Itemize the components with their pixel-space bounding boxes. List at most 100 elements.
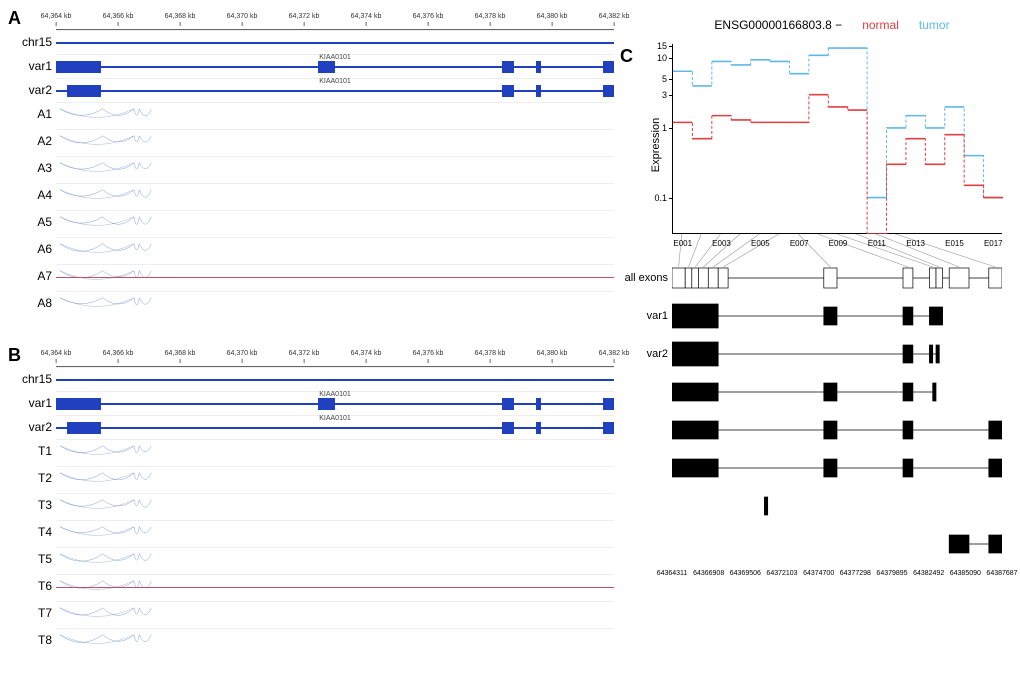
sashimi-svg bbox=[56, 440, 152, 466]
chr-label-b: chr15 bbox=[8, 372, 52, 386]
ruler-tick: 64,380 kb bbox=[537, 350, 568, 357]
y-tick: 15 bbox=[645, 41, 667, 51]
legend-normal: normal bbox=[862, 18, 899, 32]
sample-label: T8 bbox=[8, 633, 52, 647]
sep-line bbox=[56, 277, 614, 278]
sample-label: T3 bbox=[8, 498, 52, 512]
transcript-svg bbox=[672, 340, 1002, 376]
panel-b: B 64,364 kb64,366 kb64,368 kb64,370 kb64… bbox=[8, 345, 614, 676]
gene-model: KIAA0101 bbox=[56, 422, 614, 434]
panel-b-samples: T1T2T3T4T5T6T7T8 bbox=[56, 439, 614, 655]
x-tick: E011 bbox=[868, 239, 886, 248]
ruler-tick: 64,366 kb bbox=[103, 13, 134, 20]
sample-label: A7 bbox=[8, 269, 52, 283]
sample-track: A5 bbox=[56, 210, 614, 237]
exon-box bbox=[318, 61, 335, 73]
ruler-tick: 64,370 kb bbox=[227, 350, 258, 357]
transcript-row bbox=[672, 530, 1002, 568]
panel-a-variants: var1KIAA0101var2KIAA0101 bbox=[56, 54, 614, 102]
sashimi-svg bbox=[56, 265, 152, 291]
sample-track: T4 bbox=[56, 520, 614, 547]
sample-track: T6 bbox=[56, 574, 614, 601]
sample-label: A2 bbox=[8, 134, 52, 148]
expression-svg bbox=[673, 44, 1003, 234]
transcript-svg bbox=[672, 378, 1002, 414]
exon-box bbox=[56, 61, 101, 73]
transcript-row: var2 bbox=[672, 340, 1002, 378]
sashimi-svg bbox=[56, 494, 152, 520]
y-tick: 5 bbox=[645, 74, 667, 84]
coord-tick: 64369506 bbox=[730, 570, 761, 577]
transcript-label: all exons bbox=[624, 272, 668, 284]
variant-track: var2KIAA0101 bbox=[56, 78, 614, 102]
panel-b-ruler: 64,364 kb64,366 kb64,368 kb64,370 kb64,3… bbox=[56, 347, 614, 367]
coord-ticks: 6436431164366908643695066437210364374700… bbox=[672, 568, 1002, 582]
chr-line bbox=[56, 42, 614, 44]
ruler-tick: 64,376 kb bbox=[413, 350, 444, 357]
variant-label: var1 bbox=[8, 59, 52, 73]
exon-box bbox=[603, 422, 614, 434]
exon-box bbox=[536, 61, 542, 73]
y-tick: 3 bbox=[645, 90, 667, 100]
ruler-tick: 64,378 kb bbox=[475, 13, 506, 20]
variant-track: var2KIAA0101 bbox=[56, 415, 614, 439]
ruler-tick: 64,366 kb bbox=[103, 350, 134, 357]
sample-label: T1 bbox=[8, 444, 52, 458]
sample-track: T1 bbox=[56, 439, 614, 466]
sashimi-svg bbox=[56, 211, 152, 237]
sample-label: T5 bbox=[8, 552, 52, 566]
panel-b-browser: 64,364 kb64,366 kb64,368 kb64,370 kb64,3… bbox=[56, 347, 614, 655]
transcript-svg bbox=[672, 302, 1002, 338]
sample-label: T4 bbox=[8, 525, 52, 539]
left-column: A 64,364 kb64,366 kb64,368 kb64,370 kb64… bbox=[8, 8, 614, 675]
x-tick: E013 bbox=[906, 239, 925, 248]
exon-box bbox=[502, 85, 513, 97]
sample-track: T8 bbox=[56, 628, 614, 655]
sashimi-svg bbox=[56, 292, 152, 318]
panel-a-label: A bbox=[8, 8, 21, 29]
expression-chart: Expression 0.11351015E001E003E005E007E00… bbox=[672, 44, 1002, 234]
gene-model: KIAA0101 bbox=[56, 61, 614, 73]
sample-label: A5 bbox=[8, 215, 52, 229]
variant-track: var1KIAA0101 bbox=[56, 54, 614, 78]
ruler-tick: 64,378 kb bbox=[475, 350, 506, 357]
panel-c-label: C bbox=[620, 46, 633, 67]
panel-b-variants: var1KIAA0101var2KIAA0101 bbox=[56, 391, 614, 439]
transcript-area: all exonsvar1var2 bbox=[672, 264, 1002, 568]
coord-tick: 64379895 bbox=[876, 570, 907, 577]
variant-label: var1 bbox=[8, 396, 52, 410]
y-tick: 1 bbox=[645, 123, 667, 133]
exon-box bbox=[502, 422, 513, 434]
variant-label: var2 bbox=[8, 83, 52, 97]
transcript-row: all exons bbox=[672, 264, 1002, 302]
sep-line bbox=[56, 587, 614, 588]
panel-a-browser: 64,364 kb64,366 kb64,368 kb64,370 kb64,3… bbox=[56, 10, 614, 318]
x-tick: E015 bbox=[945, 239, 964, 248]
exon-box bbox=[56, 398, 101, 410]
sample-track: T7 bbox=[56, 601, 614, 628]
panel-b-label: B bbox=[8, 345, 21, 366]
ruler-tick: 64,380 kb bbox=[537, 13, 568, 20]
ruler-tick: 64,370 kb bbox=[227, 13, 258, 20]
sample-label: A1 bbox=[8, 107, 52, 121]
transcript-svg bbox=[672, 530, 1002, 566]
transcript-row bbox=[672, 378, 1002, 416]
sample-track: A8 bbox=[56, 291, 614, 318]
transcript-label: var1 bbox=[624, 310, 668, 322]
ruler-tick: 64,374 kb bbox=[351, 350, 382, 357]
sashimi-svg bbox=[56, 629, 152, 655]
ruler-tick: 64,376 kb bbox=[413, 13, 444, 20]
ruler-tick: 64,372 kb bbox=[289, 13, 320, 20]
x-tick: E003 bbox=[712, 239, 731, 248]
transcript-svg bbox=[672, 416, 1002, 452]
x-tick: E005 bbox=[751, 239, 770, 248]
transcript-svg bbox=[672, 454, 1002, 490]
sample-label: A8 bbox=[8, 296, 52, 310]
transcript-row bbox=[672, 454, 1002, 492]
sample-track: T2 bbox=[56, 466, 614, 493]
ruler-tick: 64,368 kb bbox=[165, 350, 196, 357]
sample-track: A6 bbox=[56, 237, 614, 264]
coord-tick: 64387687 bbox=[986, 570, 1017, 577]
x-tick: E001 bbox=[673, 239, 692, 248]
exon-box bbox=[536, 422, 542, 434]
